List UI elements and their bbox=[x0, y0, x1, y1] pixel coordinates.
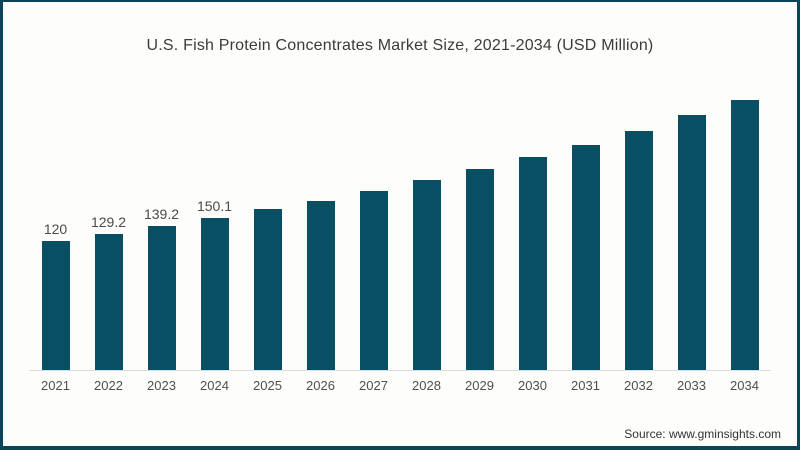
bar-column-2026 bbox=[294, 197, 347, 370]
bar-value-label: 150.1 bbox=[196, 198, 233, 214]
bar-2026 bbox=[306, 201, 335, 370]
bar-value-label: 139.2 bbox=[143, 206, 180, 222]
x-tick-2028: 2028 bbox=[412, 378, 441, 393]
x-tick-2030: 2030 bbox=[518, 378, 547, 393]
bar-value-label: 120 bbox=[43, 221, 68, 237]
x-tick-2023: 2023 bbox=[147, 378, 176, 393]
bar-2023 bbox=[147, 226, 176, 370]
bar-2034 bbox=[730, 100, 759, 370]
x-tick-2032: 2032 bbox=[624, 378, 653, 393]
x-tick-2029: 2029 bbox=[465, 378, 494, 393]
x-tick-2027: 2027 bbox=[359, 378, 388, 393]
x-tick-2033: 2033 bbox=[677, 378, 706, 393]
bar-2021 bbox=[41, 241, 70, 370]
bar-value-label: 129.2 bbox=[90, 214, 127, 230]
bar-2030 bbox=[518, 157, 547, 370]
bar-2033 bbox=[677, 115, 706, 370]
bar-2027 bbox=[359, 191, 388, 370]
bar-column-2033 bbox=[665, 111, 718, 370]
x-tick-2034: 2034 bbox=[730, 378, 759, 393]
bar-column-2027 bbox=[347, 187, 400, 370]
x-tick-2024: 2024 bbox=[200, 378, 229, 393]
bar-column-2030 bbox=[506, 153, 559, 370]
bar-column-2028 bbox=[400, 176, 453, 370]
x-tick-2025: 2025 bbox=[253, 378, 282, 393]
bar-2024 bbox=[200, 218, 229, 370]
bar-column-2029 bbox=[453, 165, 506, 370]
bar-column-2023: 139.2 bbox=[135, 206, 188, 370]
bar-2029 bbox=[465, 169, 494, 370]
bar-column-2034 bbox=[718, 96, 771, 370]
bar-column-2031 bbox=[559, 141, 612, 370]
bar-plot: 120 129.2 139.2 150.1 bbox=[29, 80, 771, 371]
bar-2022 bbox=[94, 234, 123, 370]
bar-column-2024: 150.1 bbox=[188, 198, 241, 370]
bar-column-2022: 129.2 bbox=[82, 214, 135, 370]
bar-column-2025 bbox=[241, 205, 294, 370]
x-tick-2022: 2022 bbox=[94, 378, 123, 393]
bar-column-2021: 120 bbox=[29, 221, 82, 370]
bar-2025 bbox=[253, 209, 282, 370]
bar-2028 bbox=[412, 180, 441, 370]
bar-2031 bbox=[571, 145, 600, 370]
x-tick-2021: 2021 bbox=[41, 378, 70, 393]
x-tick-2031: 2031 bbox=[571, 378, 600, 393]
x-tick-2026: 2026 bbox=[306, 378, 335, 393]
bar-column-2032 bbox=[612, 127, 665, 370]
source-text: Source: www.gminsights.com bbox=[624, 427, 781, 441]
bar-2032 bbox=[624, 131, 653, 370]
x-axis-labels: 2021 2022 2023 2024 2025 2026 2027 2028 2029 2030… bbox=[29, 371, 771, 393]
chart-title: U.S. Fish Protein Concentrates Market Si… bbox=[146, 37, 654, 54]
